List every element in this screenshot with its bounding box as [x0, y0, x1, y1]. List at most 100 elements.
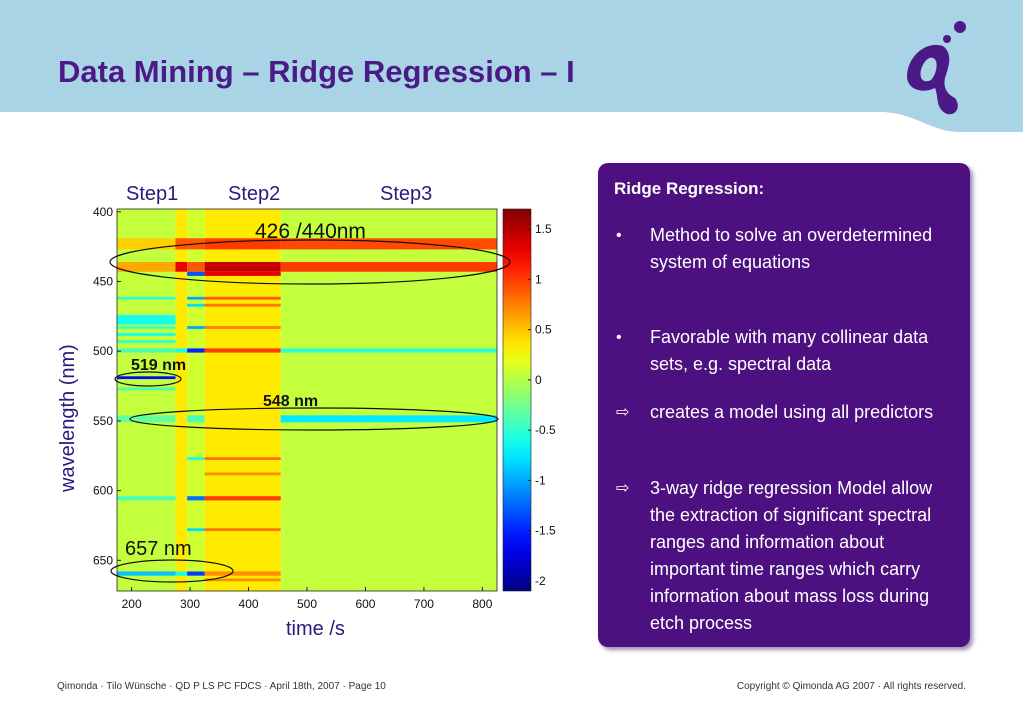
panel-title: Ridge Regression: [614, 179, 765, 198]
y-tick-label: 450 [93, 274, 113, 288]
colorbar-tick-label: 1.5 [535, 222, 552, 236]
y-tick-label: 400 [93, 205, 113, 219]
ellipse-426-440nm [109, 239, 511, 285]
colorbar-tick-label: -1 [535, 473, 546, 487]
step-label-1: Step1 [126, 183, 178, 205]
heatmap-chart: 200 300 400 500 600 700 800400450500550600650 … [57, 183, 556, 640]
heatmap-band-cell [117, 314, 176, 325]
heatmap-segment-0 [117, 209, 176, 591]
heatmap-band-cell [175, 571, 188, 576]
colorbar-tick-label: -0.5 [535, 423, 556, 437]
heatmap-segment-1 [175, 209, 188, 591]
heatmap-band-cell [175, 238, 188, 250]
heatmap-band-cell [187, 348, 205, 353]
x-tick-label: 300 [180, 597, 200, 611]
heatmap-band-cell [187, 457, 205, 460]
step-label-2: Step2 [228, 183, 280, 205]
heatmap-band-cell [204, 296, 281, 300]
heatmap-band-cell [204, 326, 281, 329]
bullet-text: Method to solve an overdetermined system… [650, 225, 933, 272]
colorbar [502, 208, 532, 592]
heatmap-band-cell [117, 261, 176, 272]
annotation-657nm: 657 nm [125, 538, 192, 560]
heatmap-band-cell [204, 457, 281, 460]
heatmap-band-cell [187, 261, 205, 272]
bullet-text: creates a model using all predictors [650, 402, 934, 422]
heatmap-band-cell [204, 528, 281, 532]
heatmap-band-cell [204, 571, 281, 576]
colorbar-gradient [502, 208, 532, 592]
bullet-dot-icon: • [616, 227, 622, 244]
heatmap-band-cell [280, 415, 497, 423]
heatmap-band-cell [117, 326, 176, 329]
heatmap-band-cell [204, 496, 281, 501]
heatmap-band-cell [117, 348, 176, 353]
ellipse-519nm [114, 371, 182, 387]
y-tick-label: 550 [93, 414, 113, 428]
heatmap-band-cell [280, 238, 497, 250]
x-tick-label: 200 [122, 597, 142, 611]
colorbar-tick-label: -1.5 [535, 524, 556, 538]
heatmap-band-cell [187, 571, 205, 576]
heatmap-band-cell [117, 387, 176, 391]
heatmap-band-cell [204, 348, 281, 353]
annotation-426-440nm: 426 /440nm [255, 220, 366, 243]
heatmap-band-cell [117, 340, 176, 343]
bullet-dot-icon: • [616, 329, 622, 346]
annotation-548nm: 548 nm [263, 393, 318, 410]
heatmap-band-cell [280, 261, 497, 272]
colorbar-tick-label: 0 [535, 373, 542, 387]
arrow-right-icon: ⇨ [616, 480, 630, 497]
heatmap-band-cell [117, 296, 176, 300]
heatmap-band-cell [187, 326, 205, 329]
x-axis-label: time /s [286, 618, 345, 640]
heatmap-segment-4 [280, 209, 497, 591]
x-tick-label: 400 [239, 597, 259, 611]
x-tick-label: 500 [297, 597, 317, 611]
heatmap-band-cell [117, 571, 176, 576]
header-band [0, 0, 1023, 132]
colorbar-tick-label: 0.5 [535, 323, 552, 337]
x-tick-label: 600 [355, 597, 375, 611]
page-title: Data Mining – Ridge Regression – I [58, 54, 575, 89]
heatmap-band-cell [117, 376, 176, 380]
heatmap-band-cell [187, 415, 205, 423]
heatmap-band-cell [204, 261, 281, 272]
y-tick-label: 500 [93, 344, 113, 358]
arrow-right-icon: ⇨ [616, 404, 630, 421]
heatmap-band-cell [117, 333, 176, 336]
heatmap-band-cell [187, 496, 205, 501]
heatmap-band-cell [204, 238, 281, 250]
heatmap-band-cell [204, 578, 281, 582]
heatmap-band-cell [187, 271, 205, 276]
x-tick-label: 800 [472, 597, 492, 611]
annotation-519nm: 519 nm [131, 357, 186, 374]
heatmap-band-cell [280, 348, 497, 353]
colorbar-tick-label: 1 [535, 272, 542, 286]
heatmap-cells [117, 209, 497, 591]
bullet-text: 3-way ridge regression Model allow the e… [650, 478, 933, 633]
heatmap-band-cell [204, 303, 281, 307]
y-tick-label: 650 [93, 553, 113, 567]
y-tick-label: 600 [93, 484, 113, 498]
heatmap-band-cell [204, 271, 281, 276]
heatmap-band-cell [187, 296, 205, 300]
heatmap-band-cell [117, 415, 176, 423]
ellipse-657nm [110, 559, 234, 583]
footer-left: Qimonda · Tilo Wünsche · QD P LS PC FDCS… [57, 681, 386, 692]
x-tick-label: 700 [414, 597, 434, 611]
heatmap-band-cell [204, 472, 281, 476]
slide-header: Data Mining – Ridge Regression – I [0, 0, 1023, 140]
heatmap-band-cell [175, 348, 188, 353]
heatmap-band-cell [117, 496, 176, 501]
heatmap-band-cell [187, 303, 205, 307]
ridge-regression-panel: Ridge Regression: • Method to solve an o… [598, 163, 970, 647]
footer-right: Copyright © Qimonda AG 2007 · All rights… [736, 681, 966, 692]
heatmap-band-cell [175, 261, 188, 272]
qimonda-logo-icon [907, 21, 966, 115]
colorbar-tick-label: -2 [535, 574, 546, 588]
ellipse-548nm [129, 407, 499, 431]
heatmap-band-cell [187, 528, 205, 532]
heatmap-band-cell [117, 238, 176, 250]
bullet-text: Favorable with many collinear data sets,… [650, 327, 929, 374]
